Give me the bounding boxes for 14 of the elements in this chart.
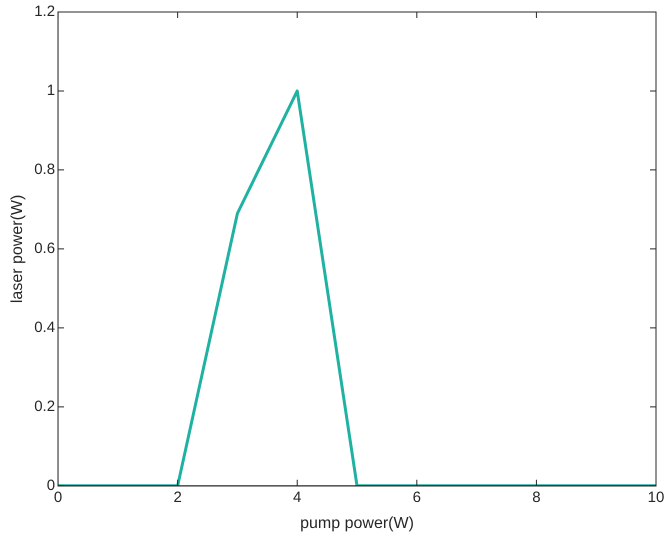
- y-tick-label: 0.4: [34, 319, 56, 336]
- x-tick-label: 10: [648, 488, 664, 506]
- x-tick-label: 2: [173, 488, 182, 506]
- y-tick-label: 0.6: [34, 240, 56, 258]
- x-axis-title: pump power(W): [300, 514, 414, 532]
- y-tick-label: 0: [46, 476, 56, 494]
- y-tick-label: 1.2: [34, 3, 56, 20]
- y-tick-label: 1: [46, 82, 56, 100]
- y-axis-title: laser power(W): [9, 194, 26, 304]
- x-tick-label: 6: [412, 488, 421, 506]
- y-tick-label: 0.8: [34, 161, 56, 178]
- y-tick-label: 0.2: [34, 398, 56, 415]
- x-tick-label: 8: [532, 488, 541, 506]
- x-tick-label: 4: [293, 488, 302, 506]
